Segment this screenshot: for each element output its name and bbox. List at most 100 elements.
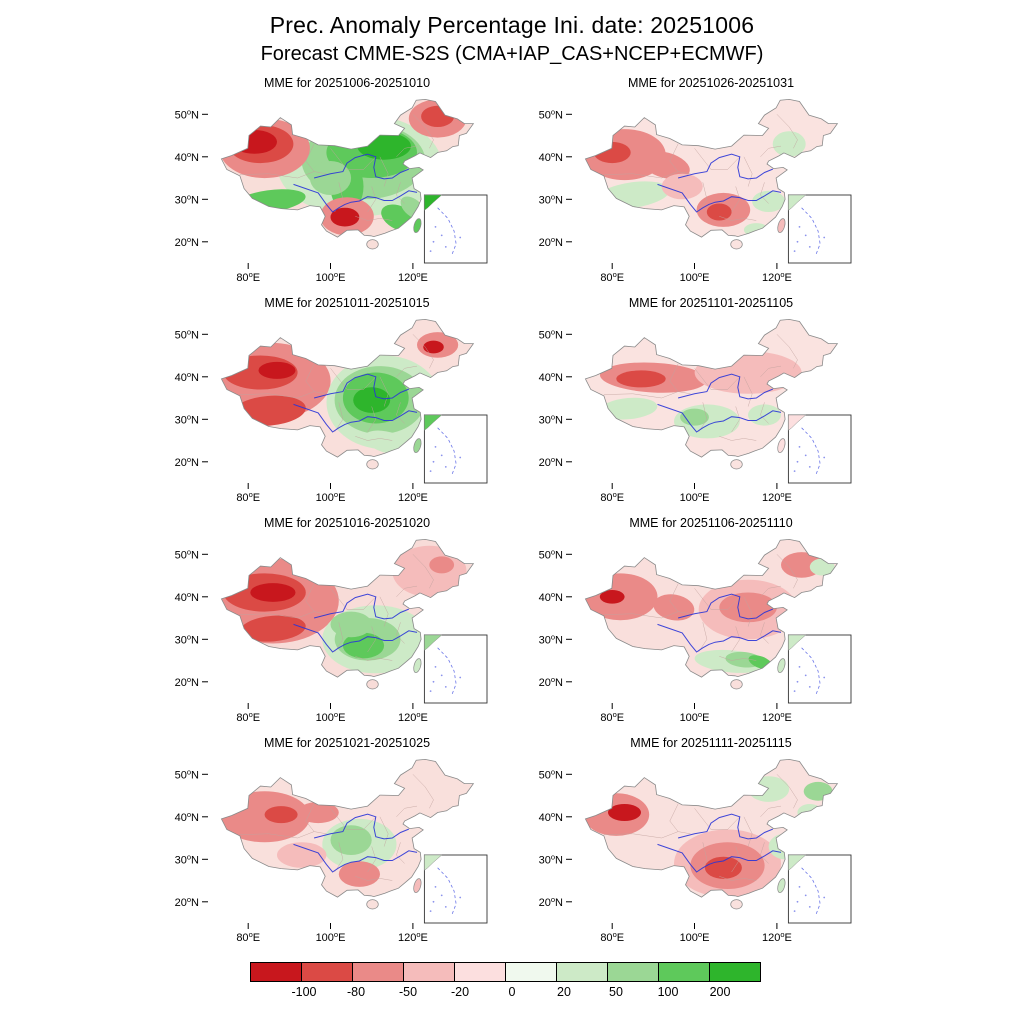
anomaly-region	[680, 408, 709, 426]
china-outline	[584, 98, 839, 238]
figure: Prec. Anomaly Percentage Ini. date: 2025…	[0, 12, 1024, 1036]
map-panel-svg: 50oN 40oN 30oN 20oN 80oE 100oE 120oE	[539, 98, 852, 284]
tick-label: 100oE	[316, 270, 346, 284]
axis-ticks: 50oN 40oN 30oN 20oN 80oE 100oE 120oE	[175, 327, 428, 504]
anomaly-region	[423, 340, 444, 354]
anomaly-region	[277, 842, 327, 868]
yellow-river	[313, 593, 409, 620]
hainan-island	[730, 899, 743, 910]
colorbar: -100 -80 -50 -20 0 20 50 100 200	[0, 962, 1024, 1002]
island-dot	[823, 236, 826, 239]
tick-label: 20oN	[539, 675, 563, 689]
tick-label: 80oE	[600, 930, 624, 944]
anomaly-region	[309, 161, 352, 195]
island-dot	[434, 446, 437, 448]
anomaly-region	[694, 351, 802, 394]
island-dot	[440, 234, 443, 237]
taiwan-island	[413, 218, 422, 233]
island-dot	[804, 454, 807, 457]
island-dot	[823, 896, 826, 899]
china-outline	[220, 758, 475, 898]
colorbar-label: 100	[657, 985, 679, 999]
province-borders	[239, 554, 434, 661]
taiwan-island	[777, 438, 786, 453]
anomaly-region	[748, 404, 781, 426]
hainan-island	[366, 899, 379, 910]
island-dot	[444, 466, 447, 468]
tick-label: 80oE	[600, 710, 624, 724]
china-outline	[584, 318, 839, 458]
china-outline	[584, 538, 839, 678]
island-dot	[434, 226, 437, 228]
island-dot	[432, 900, 435, 903]
anomaly-region	[772, 131, 806, 157]
china-outline	[220, 318, 475, 458]
island-dot	[804, 234, 807, 237]
tick-label: 30oN	[175, 852, 199, 866]
anomaly-blobs	[599, 334, 802, 441]
tick-label: 20oN	[175, 455, 199, 469]
island-dot	[798, 666, 801, 668]
colorbar-label: -100	[291, 985, 317, 999]
forecast-panel-4: MME for 20251101-20251105 50oN 40oN 30oN 20o…	[529, 296, 859, 512]
province-borders	[239, 334, 434, 441]
tick-label: 40oN	[175, 150, 199, 164]
anomaly-region	[653, 594, 695, 621]
island-dot	[823, 676, 826, 679]
island-dot	[434, 886, 437, 888]
yellow-river	[313, 813, 409, 840]
rivers	[293, 373, 418, 433]
forecast-panel-8: MME for 20251111-20251115 50oN 40oN 30oN 20o…	[529, 736, 859, 952]
inset-coast	[424, 634, 443, 651]
panel-title: MME for 20251106-20251110	[629, 516, 793, 530]
anomaly-region	[599, 590, 625, 604]
colorbar-segment	[454, 962, 506, 982]
anomaly-region	[743, 223, 769, 237]
island-dot	[796, 460, 799, 463]
anomaly-region	[706, 203, 732, 221]
axis-ticks: 50oN 40oN 30oN 20oN 80oE 100oE 120oE	[175, 107, 428, 284]
tick-label: 80oE	[236, 710, 260, 724]
map-panel-svg: 50oN 40oN 30oN 20oN 80oE 100oE 120oE	[539, 538, 852, 724]
colorbar-segment	[250, 962, 302, 982]
nine-dash-line	[437, 427, 457, 475]
anomaly-region	[353, 387, 391, 413]
island-dot	[434, 666, 437, 668]
tick-label: 120oE	[762, 270, 792, 284]
anomaly-region	[429, 556, 455, 574]
province-borders	[603, 114, 798, 221]
colorbar-label: -20	[450, 985, 470, 999]
anomaly-region	[250, 583, 296, 602]
tick-label: 120oE	[762, 710, 792, 724]
tick-label: 120oE	[398, 270, 428, 284]
colorbar-segments	[250, 962, 773, 982]
island-dot	[444, 906, 447, 908]
inset-coast	[424, 194, 443, 211]
inset-coast	[788, 854, 807, 871]
tick-label: 20oN	[175, 895, 199, 909]
axis-ticks: 50oN 40oN 30oN 20oN 80oE 100oE 120oE	[539, 547, 792, 724]
island-dot	[440, 894, 443, 897]
nine-dash-line	[801, 207, 821, 255]
yellow-river	[313, 153, 409, 180]
anomaly-region	[719, 592, 777, 623]
colorbar-segment	[505, 962, 557, 982]
figure-subtitle: Forecast CMME-S2S (CMA+IAP_CAS+NCEP+ECMW…	[260, 43, 764, 65]
colorbar-segment	[352, 962, 404, 982]
map-panel-svg: 50oN 40oN 30oN 20oN 80oE 100oE 120oE	[175, 98, 488, 284]
taiwan-island	[413, 658, 422, 673]
yellow-river	[313, 373, 409, 400]
island-dot	[440, 674, 443, 677]
axis-ticks: 50oN 40oN 30oN 20oN 80oE 100oE 120oE	[539, 767, 792, 944]
colorbar-label: 0	[508, 985, 516, 999]
yangtze-river	[293, 623, 418, 653]
tick-label: 50oN	[175, 327, 199, 341]
anomaly-region	[704, 856, 742, 879]
tick-label: 20oN	[175, 235, 199, 249]
tick-label: 100oE	[316, 930, 346, 944]
inset-coast	[424, 854, 443, 871]
tick-label: 50oN	[539, 547, 563, 561]
island-dot	[444, 246, 447, 248]
panel-title: MME for 20251006-20251010	[263, 76, 431, 90]
yellow-river	[677, 153, 773, 180]
